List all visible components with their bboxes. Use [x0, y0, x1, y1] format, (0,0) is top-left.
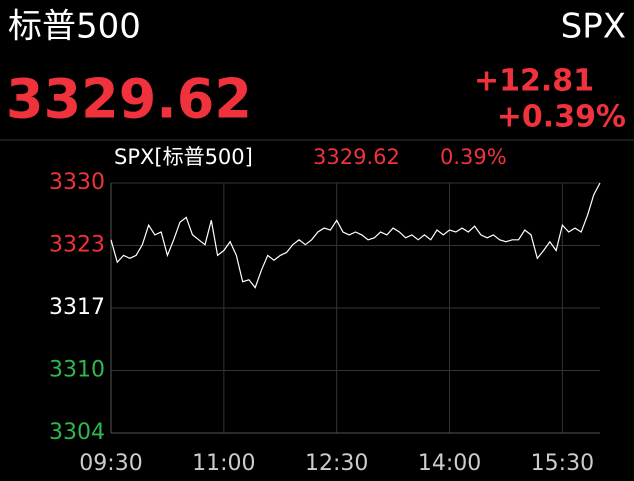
x-tick-label: 12:30 [305, 451, 368, 476]
y-tick-label: 3330 [49, 170, 105, 195]
x-tick-label: 09:30 [79, 451, 142, 476]
symbol: SPX [561, 7, 626, 47]
legend-change: 0.39% [440, 145, 507, 169]
change-pct: +0.39% [497, 100, 626, 135]
y-tick-label: 3310 [49, 358, 105, 383]
y-tick-label: 3304 [49, 420, 105, 445]
x-tick-label: 15:30 [531, 451, 594, 476]
price: 3329.62 [6, 68, 252, 131]
x-tick-label: 11:00 [192, 451, 255, 476]
y-tick-label: 3323 [49, 233, 105, 258]
legend-name: SPX[标普500] [114, 145, 253, 169]
legend-price: 3329.62 [313, 145, 400, 169]
y-tick-label: 3317 [49, 295, 105, 320]
index-name: 标普500 [8, 7, 141, 47]
x-tick-label: 14:00 [418, 451, 481, 476]
change: +12.81 [474, 64, 594, 99]
price-line [110, 182, 601, 289]
